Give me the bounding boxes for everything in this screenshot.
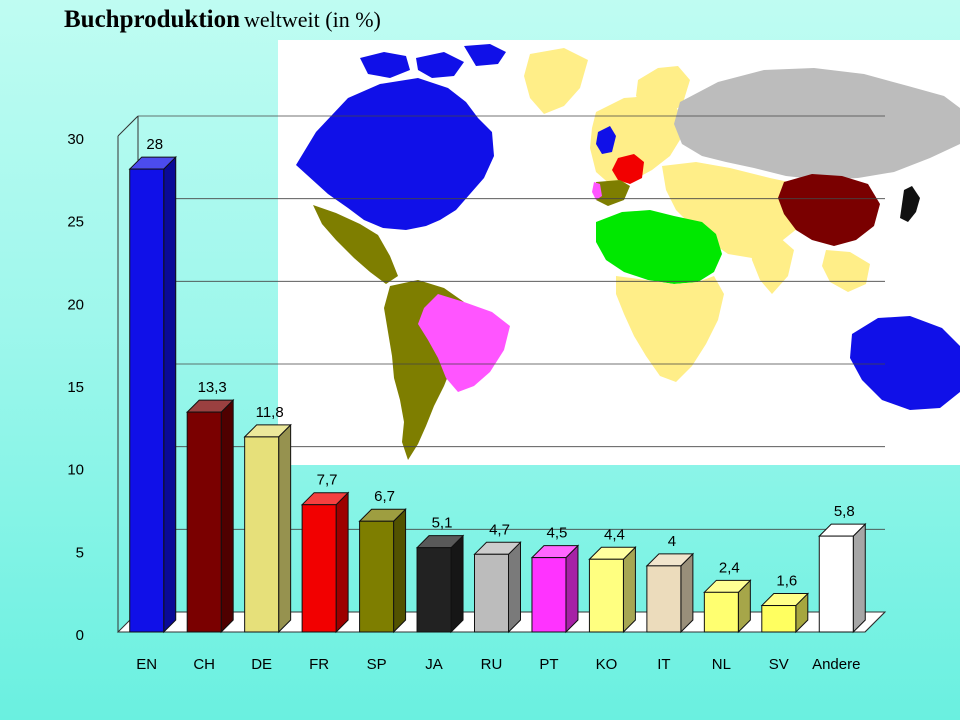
greenland-region [524, 48, 588, 114]
bar-de [243, 423, 292, 634]
bar-value-label: 1,6 [776, 573, 797, 590]
y-axis-depth-line [117, 115, 139, 137]
x-tick-label: RU [481, 656, 503, 673]
bar-front [474, 553, 509, 633]
portugal-region [592, 182, 602, 200]
central-america-region [313, 205, 398, 284]
bar-value-label: 11,8 [256, 404, 284, 421]
bar-sp [358, 508, 407, 634]
x-tick-label: DE [251, 656, 272, 673]
y-tick-label: 10 [67, 462, 84, 479]
bar-front [301, 504, 337, 633]
bar-front [186, 411, 222, 633]
y-tick-label: 0 [76, 627, 84, 644]
bar-ru [473, 541, 522, 634]
bar-value-label: 28 [146, 136, 163, 153]
x-tick-label: JA [425, 656, 443, 673]
bar-side [220, 398, 234, 634]
x-tick-label: FR [309, 656, 329, 673]
bar-en [128, 155, 177, 634]
chart-right-depth-edge [864, 611, 886, 633]
russia-region [674, 68, 960, 180]
bar-front [359, 520, 395, 633]
y-tick-label: 20 [67, 296, 84, 313]
bar-value-label: 7,7 [317, 472, 338, 489]
bar-ko [588, 546, 637, 634]
bar-it [645, 552, 695, 634]
bar-side [622, 546, 636, 634]
chart-title-main: Buchproduktion [64, 6, 241, 33]
chart-title: Buchproduktion weltweit (in %) [64, 6, 381, 34]
japan-region [900, 186, 920, 222]
france-region [612, 154, 644, 184]
x-tick-label: KO [596, 656, 618, 673]
bar-front [646, 565, 682, 633]
chart-title-sub: weltweit (in %) [244, 7, 381, 32]
bar-ch [185, 398, 235, 634]
x-tick-label: PT [539, 656, 558, 673]
iberia-region [596, 180, 630, 206]
x-tick-label: CH [193, 656, 215, 673]
x-tick-label: IT [657, 656, 670, 673]
bar-side [565, 544, 579, 634]
bar-value-label: 4,4 [604, 526, 625, 543]
x-tick-label: SV [769, 656, 789, 673]
europe-region [590, 96, 686, 186]
y-tick-label: 5 [76, 544, 84, 561]
bar-front [416, 547, 452, 633]
bar-side [335, 491, 349, 634]
bar-andere [818, 522, 867, 634]
bar-front [129, 168, 165, 633]
bar-front [761, 605, 797, 633]
bar-value-label: 4,5 [547, 525, 568, 542]
bar-value-label: 13,3 [198, 379, 227, 396]
bar-side [852, 522, 866, 634]
bar-ja [415, 534, 465, 634]
bar-value-label: 5,8 [834, 503, 855, 520]
x-tick-label: NL [712, 656, 731, 673]
china-region [778, 174, 880, 246]
bar-side [450, 534, 464, 634]
bar-front [531, 557, 567, 633]
bar-side [680, 552, 694, 634]
bar-fr [300, 491, 350, 634]
bar-value-label: 4 [668, 533, 676, 550]
bar-value-label: 4,7 [489, 521, 510, 538]
bar-value-label: 6,7 [374, 488, 395, 505]
brazil-region [418, 294, 510, 392]
bar-side [278, 423, 292, 634]
india-region [750, 234, 794, 294]
australia-region [850, 316, 960, 410]
uk-region [596, 126, 616, 154]
y-tick-label: 15 [67, 379, 84, 396]
bar-side [393, 508, 407, 634]
bar-side [508, 541, 521, 634]
world-map [278, 40, 960, 465]
bar-value-label: 2,4 [719, 559, 740, 576]
x-tick-label: Andere [812, 656, 860, 673]
bar-front [818, 535, 854, 633]
bar-nl [703, 579, 752, 634]
bar-side [163, 155, 177, 634]
arab-region [596, 210, 722, 284]
bar-value-label: 5,1 [432, 515, 453, 532]
bar-pt [530, 544, 580, 634]
bar-sv [760, 592, 810, 634]
scandinavia-region [636, 66, 690, 114]
bar-front [703, 591, 739, 633]
bar-front [244, 436, 280, 633]
y-tick-label: 30 [67, 131, 84, 148]
canada-islands-region [360, 44, 506, 78]
middle-east-region [662, 162, 810, 258]
bar-front [588, 558, 624, 633]
y-tick-label: 25 [67, 214, 84, 231]
x-tick-label: EN [136, 656, 157, 673]
africa-region [616, 276, 724, 382]
x-tick-label: SP [367, 656, 387, 673]
